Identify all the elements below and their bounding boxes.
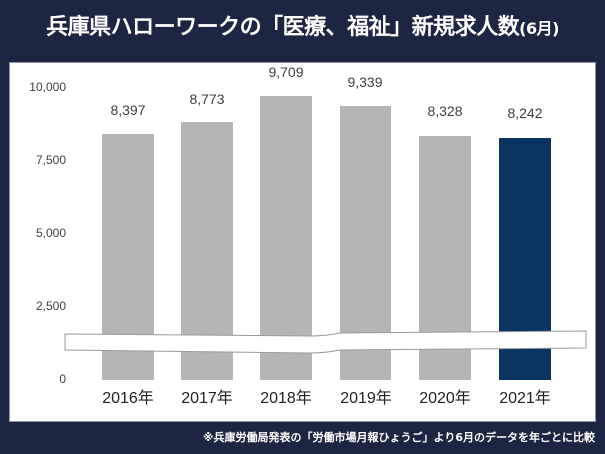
x-label-2020: 2020年 <box>419 390 471 407</box>
value-label-2019: 9,339 <box>347 74 383 90</box>
source-footnote: ※兵庫労働局発表の「労働市場月報ひょうご」より6月のデータを年ごとに比較 <box>202 431 595 444</box>
value-label-2021: 8,242 <box>507 105 543 121</box>
y-tick-5000: 5,000 <box>35 226 66 240</box>
y-tick-0: 0 <box>59 372 66 386</box>
chart-title: 兵庫県ハローワークの「医療、福祉」新規求人数(6月) <box>0 8 605 48</box>
value-label-2017: 8,773 <box>189 91 225 107</box>
x-label-2016: 2016年 <box>102 390 154 407</box>
y-tick-10000: 10,000 <box>29 80 66 94</box>
y-tick-2500: 2,500 <box>35 299 66 313</box>
x-label-2018: 2018年 <box>260 390 312 407</box>
chart-panel: 10,000 7,500 5,000 2,500 0 8,397 8,773 9… <box>9 62 596 422</box>
x-label-2017: 2017年 <box>181 390 233 407</box>
x-label-2021: 2021年 <box>499 390 551 407</box>
value-label-2018: 9,709 <box>268 64 304 80</box>
y-tick-7500: 7,500 <box>35 153 66 167</box>
x-label-2019: 2019年 <box>340 390 392 407</box>
value-label-2016: 8,397 <box>110 102 146 118</box>
bar-2018 <box>260 96 312 380</box>
chart-title-main: 兵庫県ハローワークの「医療、福祉」新規求人数 <box>46 15 520 40</box>
axis-break-band <box>64 330 587 354</box>
chart-title-suffix: (6月) <box>519 19 559 38</box>
value-label-2020: 8,328 <box>427 103 463 119</box>
